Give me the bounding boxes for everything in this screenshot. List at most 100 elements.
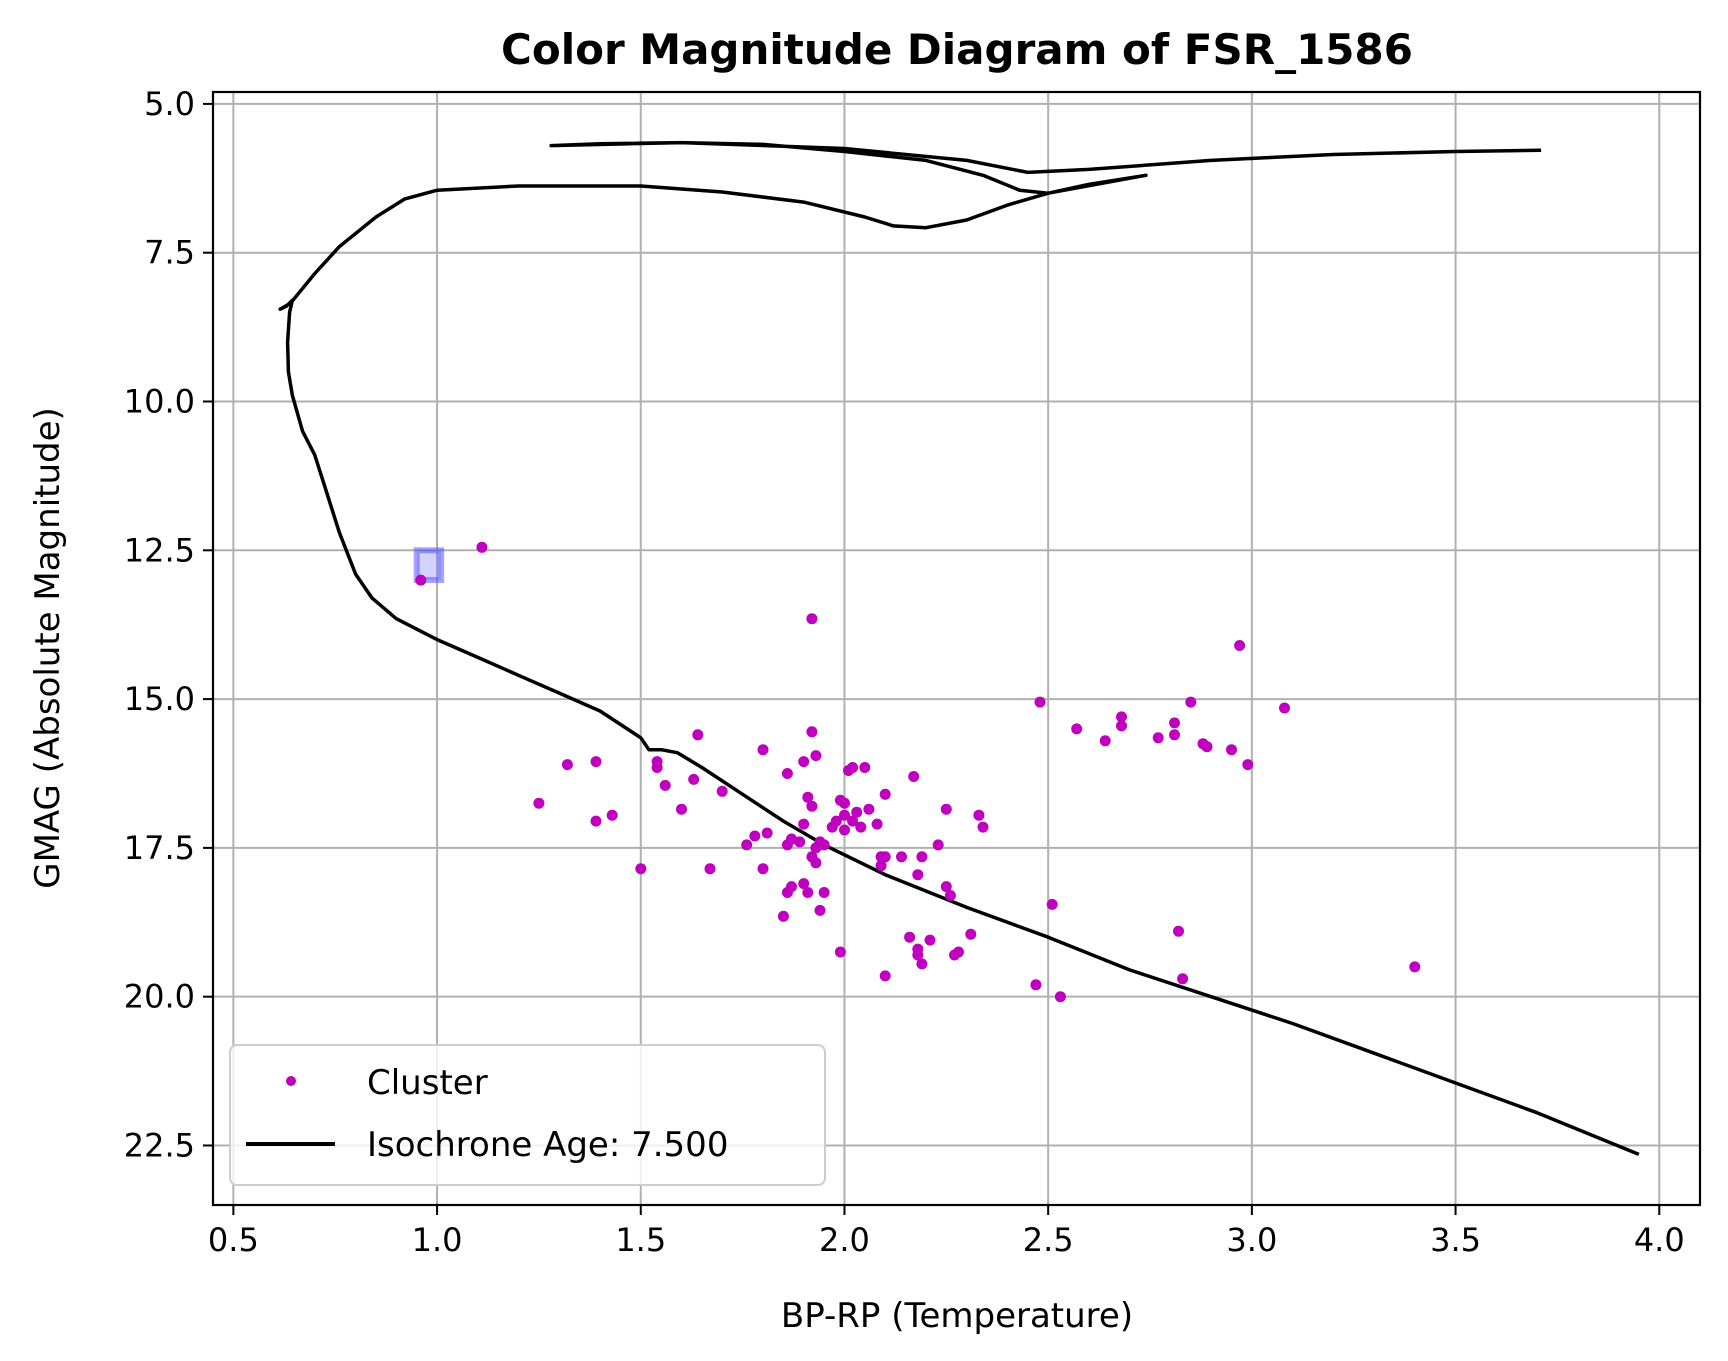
cluster-point [1242,759,1254,771]
cluster-point [794,836,806,848]
cluster-point [590,815,602,827]
cluster-point [916,958,928,970]
cluster-point [879,970,891,982]
x-axis-ticks: 0.5 1.0 1.5 2.0 2.5 3.0 3.5 4.0 [208,1205,1685,1259]
cluster-point [415,574,427,586]
cluster-point [1046,898,1058,910]
cluster-point [839,809,850,821]
legend-box [229,1044,826,1186]
y-tick-label: 22.5 [124,1126,195,1164]
cluster-point [810,842,822,854]
cluster-point [1116,720,1127,732]
legend-isochrone-label: Isochrone Age: 7.500 [367,1125,728,1165]
cluster-point [1034,696,1046,708]
cluster-point [1030,979,1042,991]
chart-title: Color Magnitude Diagram of FSR_1586 [501,25,1413,74]
cluster-point [916,851,928,863]
cluster-point [839,824,850,836]
cluster-point [940,881,952,893]
x-tick-label: 0.5 [208,1221,259,1259]
cluster-point [940,803,952,815]
y-tick-label: 17.5 [124,829,195,867]
cluster-point [688,773,700,785]
cluster-point [1185,696,1197,708]
cluster-point [561,759,573,771]
cluster-point [606,809,618,821]
cluster-point [834,946,846,958]
cluster-point [1169,717,1180,729]
cluster-point [973,809,985,821]
cluster-point [965,928,977,940]
cluster-point [810,750,822,762]
cluster-point [704,863,716,875]
cluster-point [896,851,907,863]
cluster-point [716,785,728,797]
cluster-point [847,815,859,827]
cluster-point [859,762,871,773]
x-tick-label: 3.5 [1430,1221,1481,1259]
cluster-point [1116,711,1127,723]
x-axis-label: BP-RP (Temperature) [781,1296,1133,1336]
cluster-point-layer [415,541,1421,1003]
y-axis-label: GMAG (Absolute Magnitude) [28,407,68,889]
x-tick-label: 3.0 [1226,1221,1277,1259]
cluster-point [879,851,891,863]
x-tick-label: 1.5 [615,1221,666,1259]
cluster-point [781,839,793,851]
cluster-point [781,768,793,779]
cluster-point [1099,735,1111,747]
cluster-point [798,818,810,830]
cluster-point [810,857,822,869]
cluster-point [802,887,814,898]
cluster-point [741,839,753,851]
cluster-point [879,788,891,800]
cluster-point [949,949,960,961]
cluster-point [806,613,818,625]
cluster-point [1279,702,1290,714]
cluster-point [757,744,769,756]
cluster-point [944,890,956,901]
cluster-point [1226,744,1237,756]
cluster-point [1169,729,1180,741]
y-axis-ticks: 5.0 7.5 10.0 12.5 15.0 17.5 20.0 22.5 [124,85,213,1164]
cluster-point [757,863,769,875]
y-tick-label: 5.0 [144,85,195,123]
legend-cluster-label: Cluster [367,1063,488,1103]
cluster-point [875,860,887,872]
cluster-point [777,910,789,922]
y-tick-label: 7.5 [144,234,195,272]
cluster-point [912,949,924,961]
cluster-point [839,797,850,809]
x-tick-label: 1.0 [412,1221,463,1259]
cluster-point [1177,973,1189,985]
cluster-point [590,756,602,768]
y-tick-label: 15.0 [124,680,195,718]
cluster-point [1201,741,1213,753]
cluster-point [651,762,663,773]
cluster-point [1152,732,1164,744]
cluster-point [932,839,944,851]
y-tick-label: 12.5 [124,531,195,569]
cluster-point [806,800,818,812]
cluster-point [904,931,916,943]
cluster-point [476,541,488,553]
cluster-point [676,803,687,815]
cluster-point [855,821,867,833]
cluster-point [1234,640,1246,651]
x-tick-label: 2.5 [1023,1221,1074,1259]
cluster-point [1071,723,1083,735]
cluster-point [533,797,545,809]
cluster-point [692,729,704,741]
x-tick-label: 2.0 [819,1221,870,1259]
cluster-point [798,878,810,890]
cluster-point [912,869,924,881]
cluster-point [908,771,920,782]
x-tick-label: 4.0 [1634,1221,1685,1259]
cluster-point [871,818,883,830]
cluster-point [781,887,793,898]
cluster-point [798,756,810,768]
isochrone-line [278,140,1640,1157]
legend-cluster-marker [286,1076,296,1086]
y-tick-label: 20.0 [124,978,195,1016]
